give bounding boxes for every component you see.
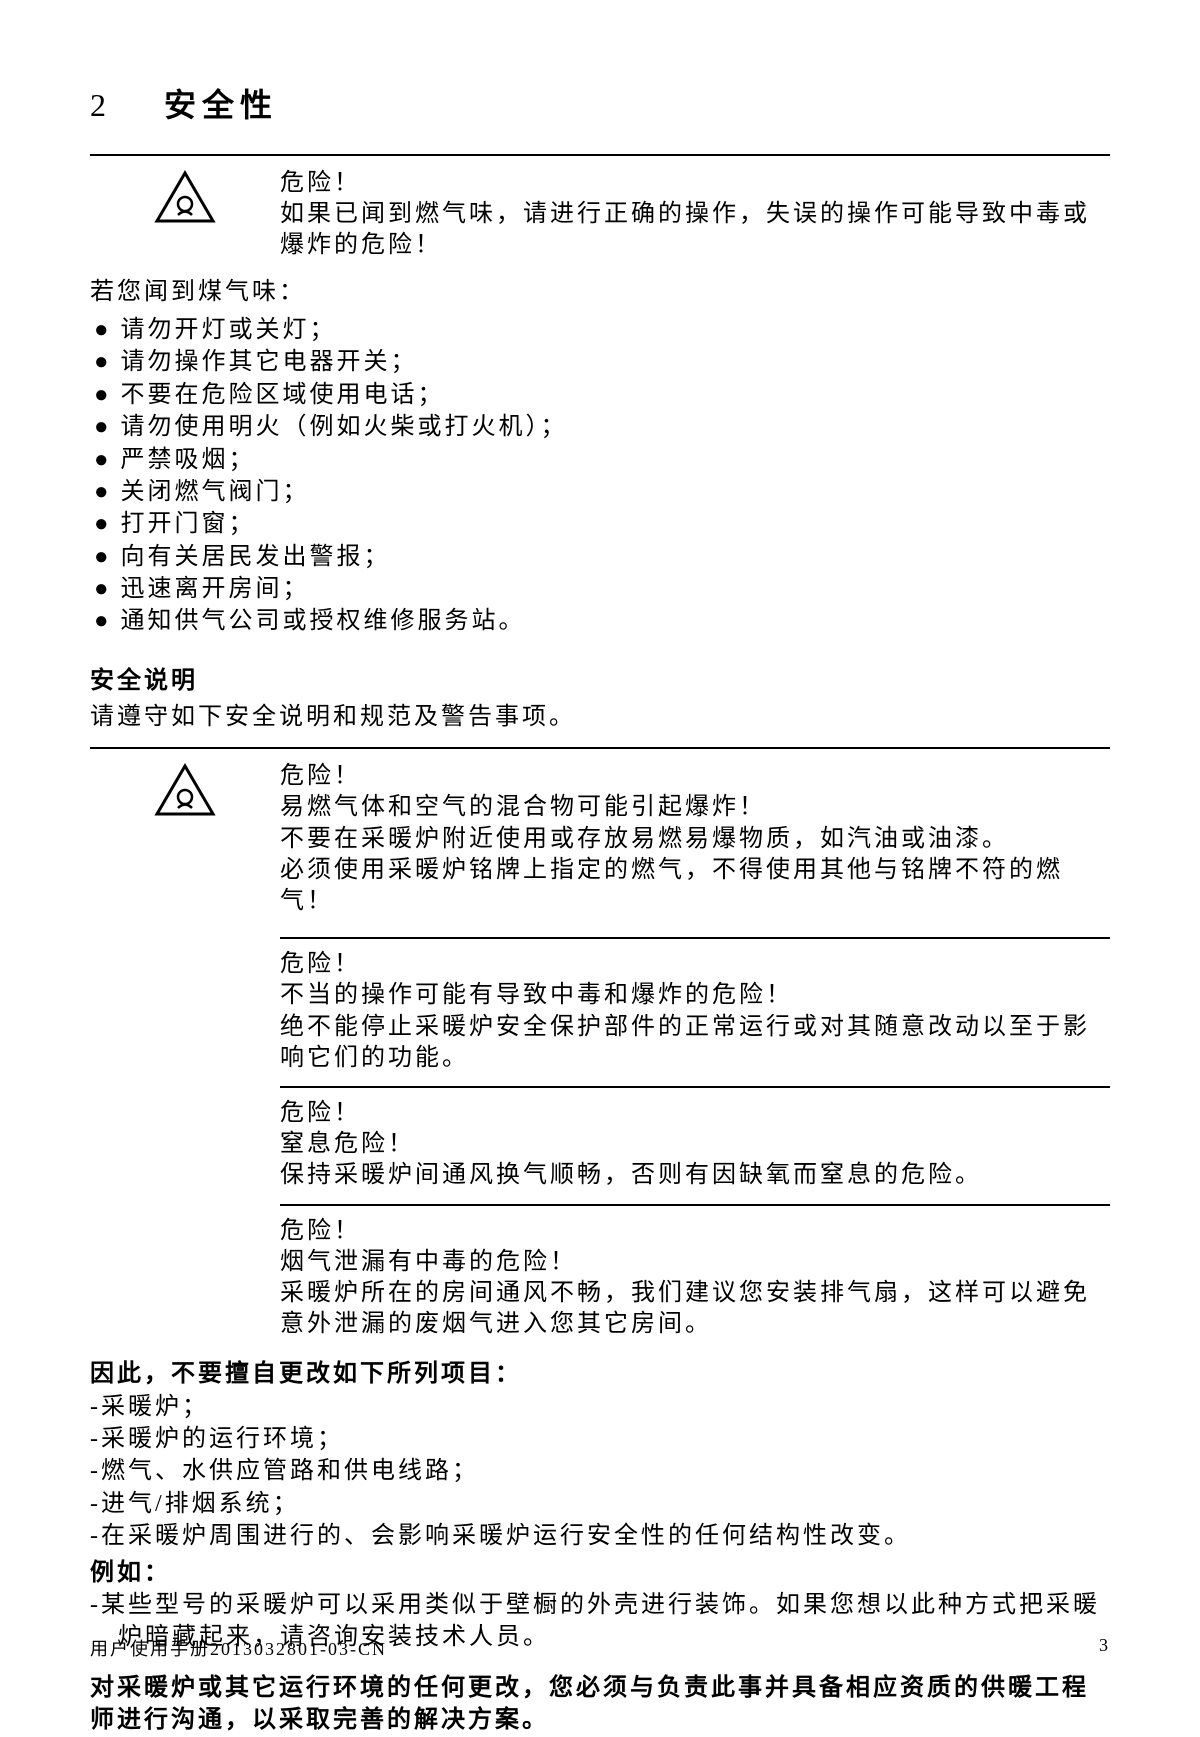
danger-line: 烟气泄漏有中毒的危险！ bbox=[280, 1247, 1110, 1278]
final-note: 对采暖炉或其它运行环境的任何更改，您必须与负责此事并具备相应资质的供暖工程师进行… bbox=[90, 1672, 1110, 1737]
footer-left: 用户使用手册2013032801-03-CN bbox=[90, 1635, 387, 1661]
divider bbox=[280, 937, 1110, 939]
danger-icon bbox=[90, 168, 280, 224]
warning-block-3: 危险！ 不当的操作可能有导致中毒和爆炸的危险！ 绝不能停止采暖炉安全保护部件的正… bbox=[280, 949, 1110, 1074]
list-item: 请勿开灯或关灯； bbox=[94, 314, 1110, 346]
warning-block-5: 危险！ 烟气泄漏有中毒的危险！ 采暖炉所在的房间通风不畅，我们建议您安装排气扇，… bbox=[280, 1216, 1110, 1341]
list-item: 迅速离开房间； bbox=[94, 573, 1110, 605]
danger-title: 危险！ bbox=[280, 949, 1110, 980]
danger-line: 窒息危险！ bbox=[280, 1129, 1110, 1160]
danger-line: 必须使用采暖炉铭牌上指定的燃气，不得使用其他与铭牌不符的燃气！ bbox=[280, 857, 1063, 914]
list-item: 不要在危险区域使用电话； bbox=[94, 379, 1110, 411]
list-item: 请勿操作其它电器开关； bbox=[94, 346, 1110, 378]
chapter-title: 安全性 bbox=[164, 80, 278, 126]
danger-title: 危险！ bbox=[280, 1098, 1110, 1129]
danger-line: 不要在采暖炉附近使用或存放易燃易爆物质，如汽油或油漆。 bbox=[280, 824, 1110, 855]
therefore-list: -采暖炉；-采暖炉的运行环境；-燃气、水供应管路和供电线路；-进气/排烟系统；-… bbox=[90, 1391, 1110, 1553]
warning-block-1: 危险！ 如果已闻到燃气味，请进行正确的操作，失误的操作可能导致中毒或爆炸的危险！ bbox=[90, 156, 1110, 270]
warning-block-2: 危险！ 易燃气体和空气的混合物可能引起爆炸！ 不要在采暖炉附近使用或存放易燃易爆… bbox=[90, 749, 1110, 925]
list-item: -在采暖炉周围进行的、会影响采暖炉运行安全性的任何结构性改变。 bbox=[90, 1520, 1110, 1552]
smell-intro: 若您闻到煤气味： bbox=[90, 276, 1110, 308]
chapter-header: 2 安全性 bbox=[90, 80, 1110, 126]
example-label: 例如： bbox=[90, 1557, 1110, 1589]
list-item: 向有关居民发出警报； bbox=[94, 541, 1110, 573]
therefore-intro: 因此，不要擅自更改如下所列项目： bbox=[90, 1358, 1110, 1390]
danger-line: 保持采暖炉间通风换气顺畅，否则有因缺氧而窒息的危险。 bbox=[280, 1162, 982, 1188]
smell-list: 请勿开灯或关灯；请勿操作其它电器开关；不要在危险区域使用电话；请勿使用明火（例如… bbox=[90, 314, 1110, 638]
page-footer: 用户使用手册2013032801-03-CN 3 bbox=[90, 1635, 1110, 1661]
safety-intro: 请遵守如下安全说明和规范及警告事项。 bbox=[90, 701, 1110, 733]
divider bbox=[280, 1086, 1110, 1088]
chapter-number: 2 bbox=[90, 87, 108, 124]
danger-text: 如果已闻到燃气味，请进行正确的操作，失误的操作可能导致中毒或爆炸的危险！ bbox=[280, 201, 1090, 258]
danger-line: 不当的操作可能有导致中毒和爆炸的危险！ bbox=[280, 980, 1110, 1011]
danger-line: 绝不能停止采暖炉安全保护部件的正常运行或对其随意改动以至于影响它们的功能。 bbox=[280, 1014, 1090, 1071]
danger-icon bbox=[90, 761, 280, 817]
list-item: 打开门窗； bbox=[94, 508, 1110, 540]
list-item: -燃气、水供应管路和供电线路； bbox=[90, 1455, 1110, 1487]
list-item: 请勿使用明火（例如火柴或打火机）； bbox=[94, 411, 1110, 443]
list-item: -采暖炉； bbox=[90, 1391, 1110, 1423]
safety-heading: 安全说明 bbox=[90, 660, 1110, 695]
warning-block-4: 危险！ 窒息危险！ 保持采暖炉间通风换气顺畅，否则有因缺氧而窒息的危险。 bbox=[280, 1098, 1110, 1192]
list-item: 关闭燃气阀门； bbox=[94, 476, 1110, 508]
list-item: 严禁吸烟； bbox=[94, 444, 1110, 476]
danger-line: 采暖炉所在的房间通风不畅，我们建议您安装排气扇，这样可以避免意外泄漏的废烟气进入… bbox=[280, 1280, 1090, 1337]
footer-page-number: 3 bbox=[1099, 1635, 1110, 1661]
list-item: -进气/排烟系统； bbox=[90, 1488, 1110, 1520]
list-item: -采暖炉的运行环境； bbox=[90, 1423, 1110, 1455]
list-item: 通知供气公司或授权维修服务站。 bbox=[94, 605, 1110, 637]
danger-title: 危险！ bbox=[280, 1216, 1110, 1247]
danger-line: 易燃气体和空气的混合物可能引起爆炸！ bbox=[280, 792, 1110, 823]
danger-title: 危险！ bbox=[280, 761, 1110, 792]
danger-title: 危险！ bbox=[280, 168, 1110, 199]
divider bbox=[280, 1204, 1110, 1206]
